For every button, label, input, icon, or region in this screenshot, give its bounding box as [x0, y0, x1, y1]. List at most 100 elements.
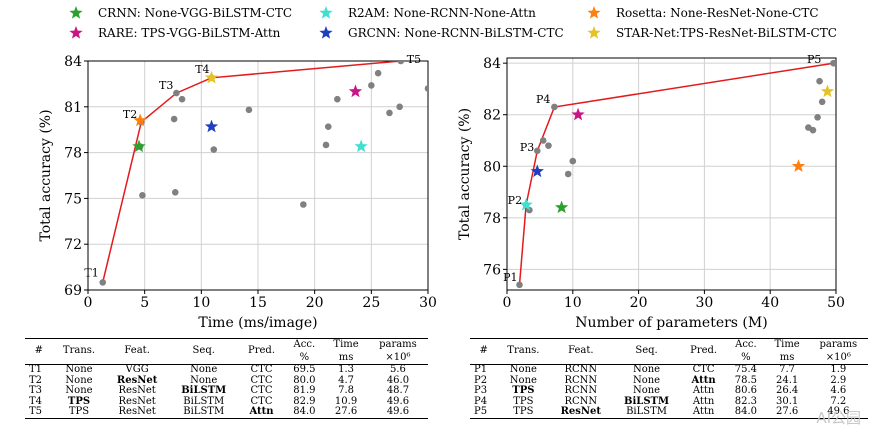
results-table-params: # Trans. Feat. Seq. Pred. Acc. Time para… [470, 338, 868, 419]
table-cell: 46.0 [386, 374, 410, 386]
star-grcnn [530, 164, 544, 178]
legend-label: CRNN: None-VGG-BiLSTM-CTC [98, 6, 293, 20]
y-tick-label: 75 [64, 191, 82, 207]
table-cell: RCNN [564, 364, 598, 375]
plot-area [516, 59, 836, 289]
col-header: params [367, 338, 428, 352]
col-unit: ×10⁶ [808, 351, 868, 365]
table-cell: CTC [692, 364, 715, 375]
frontier-label: T3 [159, 79, 173, 92]
data-point [322, 141, 330, 149]
chart-time: 0 5 10 15 20 25 30 69 72 75 78 81 84 Time (ms/image) T… [38, 53, 437, 331]
table-row: T2 None ResNet None CTC 80.0 4.7 46.0 [25, 374, 428, 387]
table-cell: Attn [691, 374, 716, 386]
chart-params: 0 10 20 30 40 50 76 78 80 82 84 Number of parameter… [457, 53, 845, 331]
table-cell: P1 [474, 364, 488, 375]
frontier-label: T1 [84, 266, 98, 279]
table-cell: 49.6 [367, 406, 428, 419]
star-marker [69, 26, 83, 39]
table-cell: BiLSTM [168, 406, 239, 419]
col-header: Feat. [549, 338, 613, 365]
table-cell: P5 [470, 406, 498, 419]
table-cell: None [632, 374, 661, 386]
table-cell: 26.4 [775, 385, 799, 396]
table-cell: 5.6 [390, 364, 406, 375]
table-cell: TPS [67, 395, 91, 407]
table-cell: 48.7 [386, 385, 410, 396]
col-header: params [808, 338, 868, 352]
table-cell: ResNet [105, 406, 169, 419]
col-header: Seq. [168, 338, 239, 365]
legend-label: Rosetta: None-ResNet-None-CTC [616, 6, 819, 20]
frontier-point [99, 279, 107, 286]
x-axis-label: Time (ms/image) [198, 315, 317, 331]
legend-label: RARE: TPS-VGG-BiLSTM-Attn [98, 26, 281, 40]
col-unit: ×10⁶ [367, 351, 428, 365]
col-unit: ms [765, 351, 809, 365]
star-starnet [820, 84, 835, 98]
table-cell: CTC [250, 395, 273, 407]
data-point [245, 106, 253, 114]
frontier-label: P5 [807, 53, 821, 66]
table-cell: T4 [29, 395, 43, 407]
table-row: T3 None ResNet BiLSTM CTC 81.9 7.8 48.7 [25, 385, 428, 397]
data-point [539, 137, 547, 144]
table-cell: P2 [474, 374, 488, 386]
y-axis-label: Total accuracy (%) [457, 108, 473, 240]
star-r2am [354, 139, 368, 153]
star-rosetta [791, 159, 806, 172]
table-cell: RCNN [564, 374, 598, 386]
legend-item-r2am: R2AM: None-RCNN-None-Attn [318, 5, 536, 21]
data-point [170, 115, 178, 123]
table-cell: 49.6 [386, 395, 410, 407]
table-row: T1 None VGG None CTC 69.5 1.3 5.6 [25, 364, 428, 376]
frontier-point [533, 147, 541, 155]
star-marker [69, 6, 83, 19]
x-tick-label: 10 [564, 295, 582, 311]
table-cell: None [65, 385, 93, 396]
x-tick-label: 20 [630, 295, 648, 311]
data-point [368, 82, 375, 89]
star-grcnn [204, 119, 219, 133]
frontier-label: T2 [123, 108, 137, 121]
table-row: T4 TPS ResNet BiLSTM CTC 82.9 10.9 49.6 [25, 395, 428, 408]
data-point [171, 188, 179, 196]
table-cell: 7.7 [779, 364, 796, 375]
col-header: Feat. [105, 338, 169, 365]
star-r2am [519, 197, 533, 211]
table-cell: 30.1 [775, 395, 799, 407]
table-cell: T1 [29, 364, 43, 375]
table-cell: ResNet [118, 385, 156, 396]
data-point [324, 123, 332, 130]
legend-item-crnn: CRNN: None-VGG-BiLSTM-CTC [68, 5, 292, 21]
star-rare [571, 107, 585, 121]
frontier-label: P1 [503, 271, 517, 284]
frontier-point [397, 61, 405, 65]
table-cell: RCNN [564, 385, 598, 396]
legend-star-icon [587, 26, 601, 39]
table-cell: 10.9 [334, 395, 358, 407]
axes-frame [506, 57, 837, 291]
col-header: Acc. [726, 338, 766, 352]
table-subheader-row: % ms ×10⁶ [25, 351, 428, 365]
table-cell: 82.9 [293, 395, 316, 407]
col-header: # [25, 338, 53, 365]
y-tick-label: 82 [483, 108, 501, 124]
frontier-point [516, 281, 523, 289]
table-cell: 69.5 [293, 364, 316, 375]
table-cell: 81.9 [293, 385, 316, 396]
frontier-label: P2 [508, 194, 522, 207]
table-cell: 82.3 [734, 395, 758, 407]
x-tick-label: 30 [695, 295, 713, 311]
data-point [569, 157, 577, 165]
table-cell: BiLSTM [612, 406, 681, 419]
frontier-point [551, 103, 558, 111]
legend-star-icon [587, 6, 601, 19]
data-point [545, 142, 552, 149]
table-cell: T3 [29, 385, 43, 396]
data-point [300, 201, 307, 208]
table-row: P3 TPS RCNN None Attn 80.6 26.4 4.6 [470, 385, 868, 397]
table-cell: 27.6 [324, 406, 368, 419]
col-header: Trans. [52, 338, 106, 365]
frontier-label: P4 [536, 93, 550, 106]
